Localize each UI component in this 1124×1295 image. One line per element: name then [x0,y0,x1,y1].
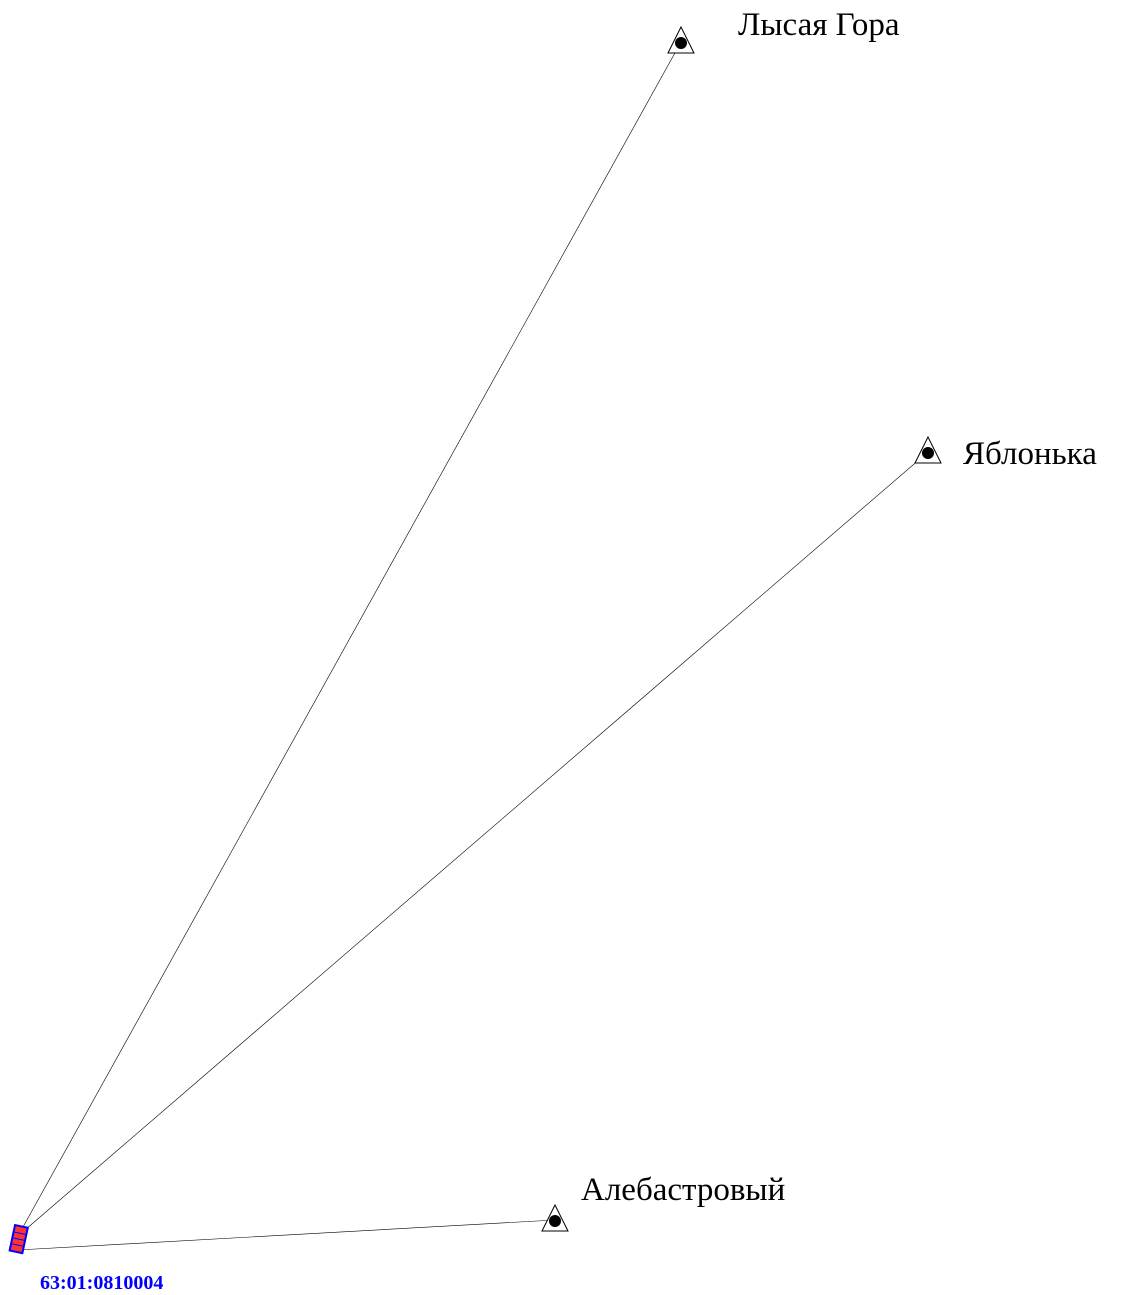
dot-icon [922,447,934,459]
sight-line-yablonka [17,451,929,1237]
cadastral-number-label: 63:01:0810004 [40,1272,163,1294]
sight-line-lysaya-gora [17,41,682,1237]
station-alebastrovy: Алебастровый [541,1172,785,1232]
station-label-alebastrovy: Алебастровый [581,1172,785,1208]
sight-lines [17,41,929,1251]
parcel-hatch [11,1243,23,1247]
dot-icon [675,37,687,49]
station-yablonka: Яблонька [914,435,1097,472]
dot-icon [549,1215,561,1227]
station-label-yablonka: Яблонька [963,436,1097,472]
parcel-symbol [8,1223,29,1255]
parcel-hatch [13,1237,25,1241]
station-lysaya-gora: Лысая Гора [667,7,900,54]
sight-line-alebastrovy [17,1219,556,1251]
station-label-lysaya-gora: Лысая Гора [738,7,900,43]
parcel-hatch [14,1231,26,1235]
